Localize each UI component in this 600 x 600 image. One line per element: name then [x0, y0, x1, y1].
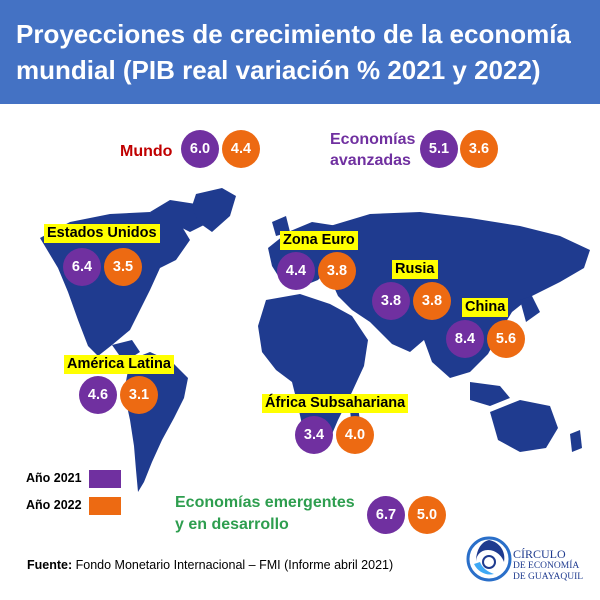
- america-latina-2022-bubble: 3.1: [120, 376, 158, 414]
- legend-2021-swatch: [89, 470, 121, 488]
- logo-swirl-icon: [466, 536, 512, 582]
- rusia-label: Rusia: [392, 260, 438, 279]
- header-banner: Proyecciones de crecimiento de la econom…: [0, 0, 600, 104]
- africa-label: África Subsahariana: [262, 394, 409, 413]
- emergentes-label-line2: y en desarrollo: [175, 516, 289, 533]
- africa-2022-bubble: 4.0: [336, 416, 374, 454]
- rusia-2022-bubble: 3.8: [413, 282, 451, 320]
- avanzadas-2021-bubble: 5.1: [420, 130, 458, 168]
- rusia-2021-bubble: 3.8: [372, 282, 410, 320]
- china-label: China: [462, 298, 509, 317]
- page-title: Proyecciones de crecimiento de la econom…: [16, 19, 571, 85]
- avanzadas-2022-bubble: 3.6: [460, 130, 498, 168]
- logo-text-line1: CÍRCULO: [513, 547, 566, 561]
- estados-unidos-2022-bubble: 3.5: [104, 248, 142, 286]
- zona-euro-2021-bubble: 4.4: [277, 252, 315, 290]
- legend-2022-swatch: [89, 497, 121, 515]
- greenland: [192, 188, 236, 232]
- zona-euro-2022-bubble: 3.8: [318, 252, 356, 290]
- oceania: [490, 400, 582, 452]
- africa-2021-bubble: 3.4: [295, 416, 333, 454]
- emergentes-label-line1: Economías emergentes: [175, 494, 355, 511]
- logo-text-line2: DE ECONOMÍA: [513, 561, 580, 571]
- china-2022-bubble: 5.6: [487, 320, 525, 358]
- source-label: Fuente:: [27, 558, 73, 572]
- america-latina-2021-bubble: 4.6: [79, 376, 117, 414]
- emergentes-2021-bubble: 6.7: [367, 496, 405, 534]
- america-latina-label: América Latina: [64, 355, 174, 374]
- legend-2022-label: Año 2022: [26, 498, 82, 512]
- source-text: Fondo Monetario Internacional – FMI (Inf…: [75, 558, 394, 572]
- zona-euro-label: Zona Euro: [280, 231, 358, 250]
- legend-2021-label: Año 2021: [26, 471, 82, 485]
- mundo-2021-bubble: 6.0: [181, 130, 219, 168]
- asia: [330, 212, 590, 406]
- mundo-label: Mundo: [120, 143, 173, 160]
- avanzadas-label-line2: avanzadas: [330, 152, 411, 169]
- china-2021-bubble: 8.4: [446, 320, 484, 358]
- emergentes-2022-bubble: 5.0: [408, 496, 446, 534]
- estados-unidos-2021-bubble: 6.4: [63, 248, 101, 286]
- estados-unidos-label: Estados Unidos: [44, 224, 160, 243]
- source-note: Fuente: Fondo Monetario Internacional – …: [27, 558, 393, 572]
- avanzadas-label-line1: Economías: [330, 131, 416, 148]
- mundo-2022-bubble: 4.4: [222, 130, 260, 168]
- logo-text-line3: DE GUAYAQUIL: [513, 572, 584, 582]
